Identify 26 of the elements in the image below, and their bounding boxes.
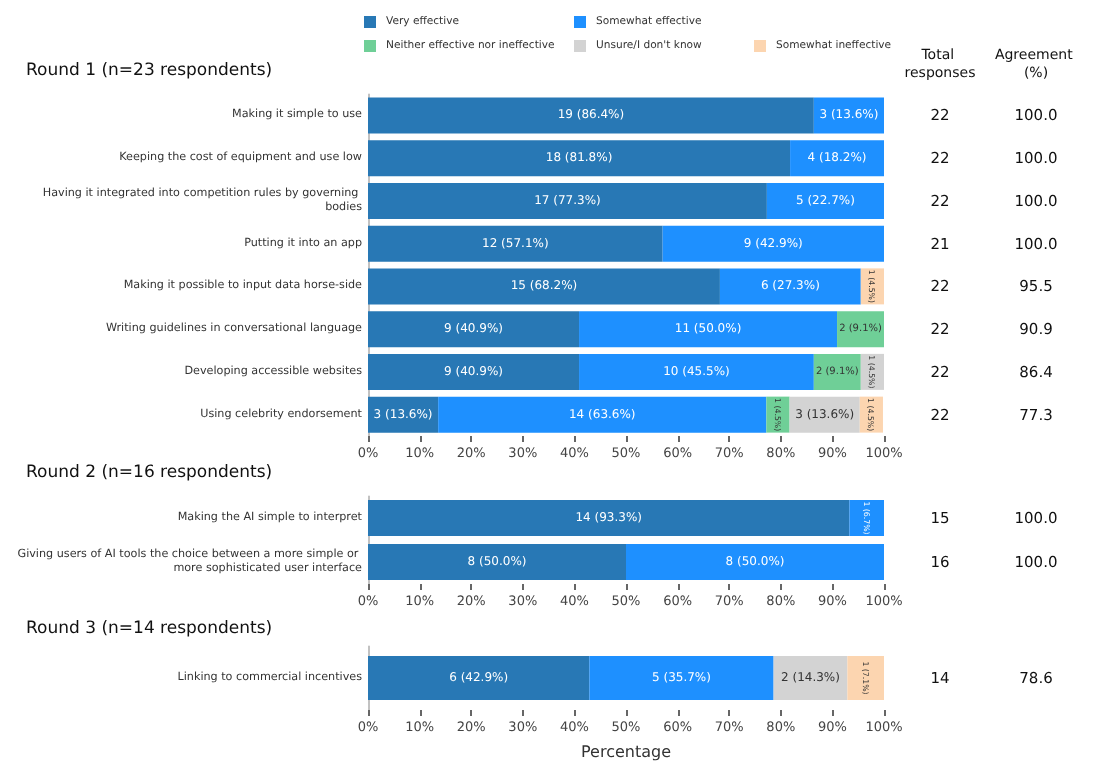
bar xyxy=(790,140,884,177)
bar xyxy=(368,500,850,536)
text: Round 1 (n=23 respondents) xyxy=(26,61,273,81)
bar xyxy=(368,544,626,580)
bar xyxy=(368,97,814,134)
bar xyxy=(766,182,884,219)
bar xyxy=(368,268,720,305)
bar xyxy=(719,268,861,305)
bar xyxy=(579,353,814,390)
bar xyxy=(438,396,767,433)
bar xyxy=(368,225,663,262)
bar xyxy=(589,656,774,700)
bar xyxy=(773,656,848,700)
bar xyxy=(579,311,838,348)
bar xyxy=(626,544,884,580)
bar xyxy=(368,311,580,348)
text: Round 3 (n=14 respondents) xyxy=(26,619,273,639)
bar xyxy=(368,182,767,219)
bar xyxy=(368,353,580,390)
bar xyxy=(662,225,884,262)
bar xyxy=(847,656,884,700)
x-axis-title: Percentage xyxy=(580,743,672,761)
text: Round 2 (n=16 respondents) xyxy=(26,463,273,483)
bar xyxy=(368,140,791,177)
bar xyxy=(368,656,590,700)
bar xyxy=(849,500,884,536)
